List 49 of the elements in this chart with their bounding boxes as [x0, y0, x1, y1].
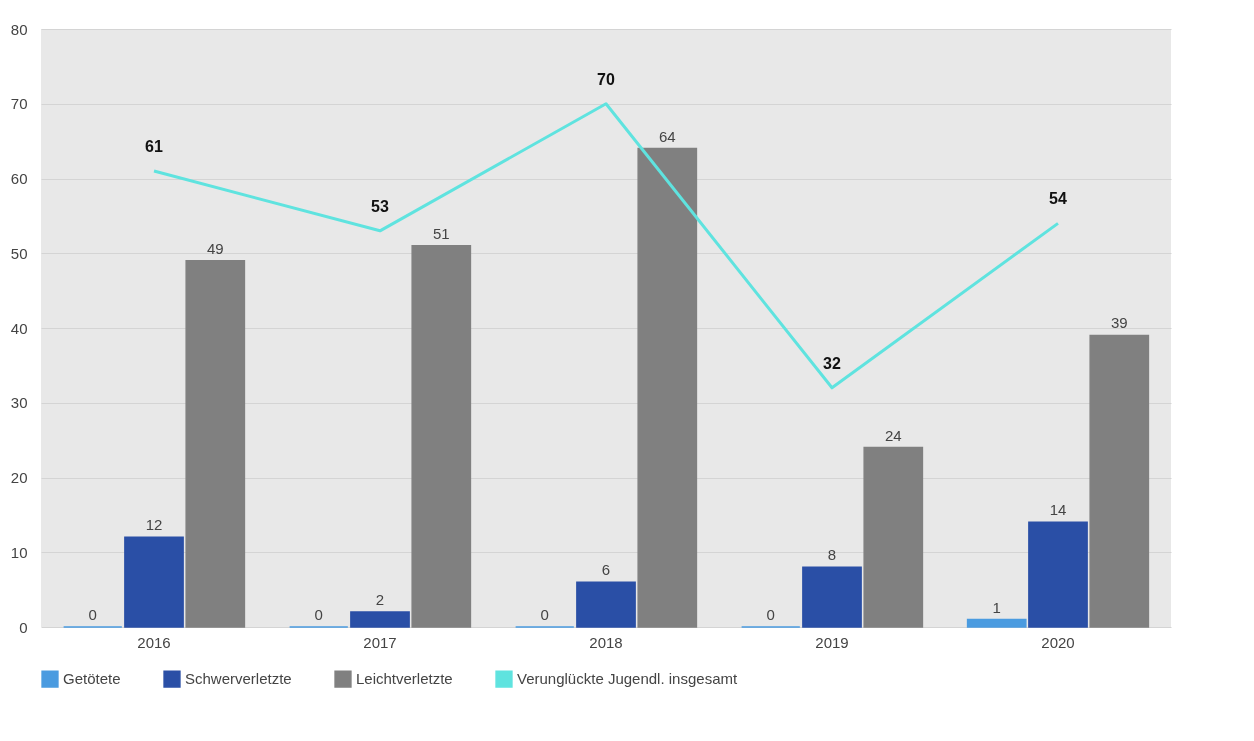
y-tick-label: 30: [10, 394, 28, 412]
data-label: 8: [827, 546, 837, 564]
bar: [350, 611, 410, 628]
x-tick-label: 2017: [363, 633, 397, 651]
bar: [124, 536, 184, 628]
data-label: 39: [1110, 314, 1128, 332]
data-label: 64: [658, 127, 676, 145]
x-tick-label: 2020: [1041, 633, 1075, 651]
data-label: 54: [1049, 190, 1067, 208]
data-label: 70: [597, 70, 615, 88]
bar: [185, 259, 246, 628]
data-label: 0: [88, 606, 97, 623]
data-label: 14: [1049, 501, 1067, 519]
y-tick-label: 20: [10, 469, 28, 486]
data-label: 0: [540, 606, 549, 623]
y-tick-label: 60: [10, 170, 28, 187]
data-label: 49: [206, 239, 224, 257]
data-label: 12: [145, 516, 163, 534]
y-tick-label: 10: [10, 543, 28, 561]
data-label: 6: [601, 561, 611, 579]
data-label: 2: [375, 591, 385, 609]
bar: [411, 245, 472, 628]
data-label: 53: [371, 197, 389, 215]
legend-label: Schwerverletzte: [185, 670, 292, 688]
data-label: 1: [992, 598, 1001, 616]
bar: [637, 147, 698, 628]
y-tick-label: 0: [19, 618, 28, 636]
data-label: 24: [884, 426, 902, 444]
bar: [966, 618, 1027, 628]
data-label: 61: [145, 138, 163, 156]
data-label: 0: [314, 606, 323, 623]
bar: [802, 566, 862, 628]
y-tick-label: 50: [10, 244, 28, 262]
y-tick-label: 70: [10, 95, 28, 113]
legend-label: Verunglückte Jugendl. insgesamt: [517, 670, 738, 688]
data-label: 51: [432, 224, 450, 242]
legend-label: Leichtverletzte: [356, 670, 453, 688]
y-tick-label: 40: [10, 319, 28, 337]
bar: [1028, 521, 1088, 628]
bar: [576, 581, 636, 628]
legend-label: Getötete: [63, 670, 121, 688]
x-tick-label: 2018: [589, 633, 623, 651]
data-label: 32: [823, 354, 841, 372]
y-tick-label: 80: [10, 20, 28, 38]
bar: [1089, 334, 1150, 628]
x-tick-label: 2019: [815, 633, 849, 651]
bar: [863, 446, 924, 628]
data-label: 0: [766, 606, 775, 623]
x-tick-label: 2016: [137, 633, 171, 651]
